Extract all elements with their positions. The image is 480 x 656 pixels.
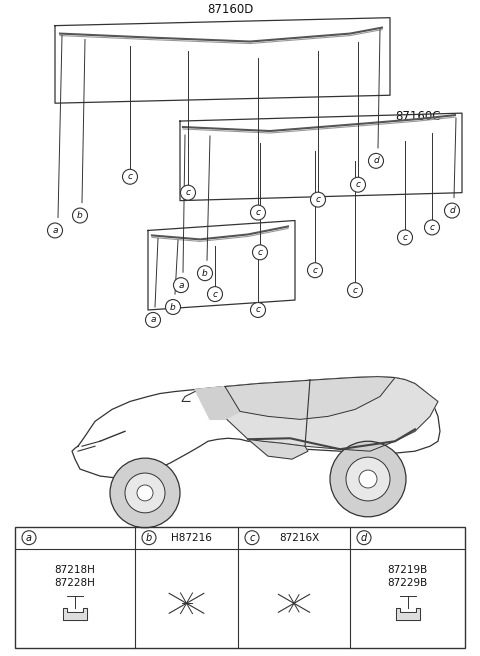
Circle shape bbox=[369, 154, 384, 169]
Circle shape bbox=[110, 458, 180, 527]
Text: 87218H
87228H: 87218H 87228H bbox=[55, 565, 96, 588]
Circle shape bbox=[142, 531, 156, 544]
Text: H87216: H87216 bbox=[171, 533, 212, 543]
Polygon shape bbox=[63, 608, 87, 620]
Text: c: c bbox=[255, 306, 261, 314]
Text: 87160C: 87160C bbox=[395, 110, 441, 123]
Circle shape bbox=[166, 300, 180, 314]
Text: 87219B
87229B: 87219B 87229B bbox=[387, 565, 428, 588]
Text: c: c bbox=[356, 180, 360, 189]
Circle shape bbox=[207, 287, 223, 302]
Circle shape bbox=[251, 302, 265, 318]
Circle shape bbox=[137, 485, 153, 501]
Circle shape bbox=[357, 531, 371, 544]
Circle shape bbox=[252, 245, 267, 260]
Circle shape bbox=[346, 457, 390, 501]
Text: c: c bbox=[312, 266, 317, 275]
Text: a: a bbox=[26, 533, 32, 543]
Text: c: c bbox=[257, 248, 263, 257]
Text: 87160D: 87160D bbox=[207, 3, 253, 16]
Text: c: c bbox=[128, 173, 132, 181]
Polygon shape bbox=[396, 608, 420, 620]
Circle shape bbox=[444, 203, 459, 218]
Polygon shape bbox=[148, 220, 295, 310]
Circle shape bbox=[397, 230, 412, 245]
Polygon shape bbox=[195, 386, 240, 419]
Text: c: c bbox=[213, 289, 217, 298]
Text: b: b bbox=[77, 211, 83, 220]
Text: c: c bbox=[255, 208, 261, 217]
Text: d: d bbox=[361, 533, 367, 543]
Text: c: c bbox=[403, 233, 408, 242]
Circle shape bbox=[122, 169, 137, 184]
Circle shape bbox=[330, 441, 406, 517]
Text: c: c bbox=[315, 195, 321, 204]
Circle shape bbox=[350, 177, 365, 192]
Circle shape bbox=[48, 223, 62, 238]
Polygon shape bbox=[55, 18, 390, 103]
Circle shape bbox=[173, 277, 189, 293]
Circle shape bbox=[22, 531, 36, 544]
Text: b: b bbox=[170, 302, 176, 312]
Polygon shape bbox=[248, 440, 308, 459]
Text: c: c bbox=[249, 533, 255, 543]
Text: b: b bbox=[146, 533, 152, 543]
Circle shape bbox=[125, 473, 165, 513]
Circle shape bbox=[424, 220, 440, 235]
Bar bbox=[15, 527, 465, 648]
Polygon shape bbox=[195, 377, 438, 451]
Circle shape bbox=[251, 205, 265, 220]
Text: c: c bbox=[430, 223, 434, 232]
Circle shape bbox=[359, 470, 377, 488]
Polygon shape bbox=[72, 377, 440, 479]
Circle shape bbox=[180, 185, 195, 200]
Circle shape bbox=[348, 283, 362, 298]
Text: a: a bbox=[52, 226, 58, 235]
Text: b: b bbox=[202, 269, 208, 277]
Text: d: d bbox=[449, 206, 455, 215]
Text: d: d bbox=[373, 156, 379, 165]
Text: a: a bbox=[178, 281, 184, 290]
Circle shape bbox=[308, 263, 323, 277]
Circle shape bbox=[72, 208, 87, 223]
Circle shape bbox=[145, 312, 160, 327]
Text: 87216X: 87216X bbox=[279, 533, 319, 543]
Circle shape bbox=[311, 192, 325, 207]
Polygon shape bbox=[180, 113, 462, 201]
Text: c: c bbox=[352, 285, 358, 295]
Text: c: c bbox=[185, 188, 191, 197]
Text: a: a bbox=[150, 316, 156, 325]
Circle shape bbox=[197, 266, 213, 281]
Polygon shape bbox=[225, 377, 395, 419]
Circle shape bbox=[245, 531, 259, 544]
